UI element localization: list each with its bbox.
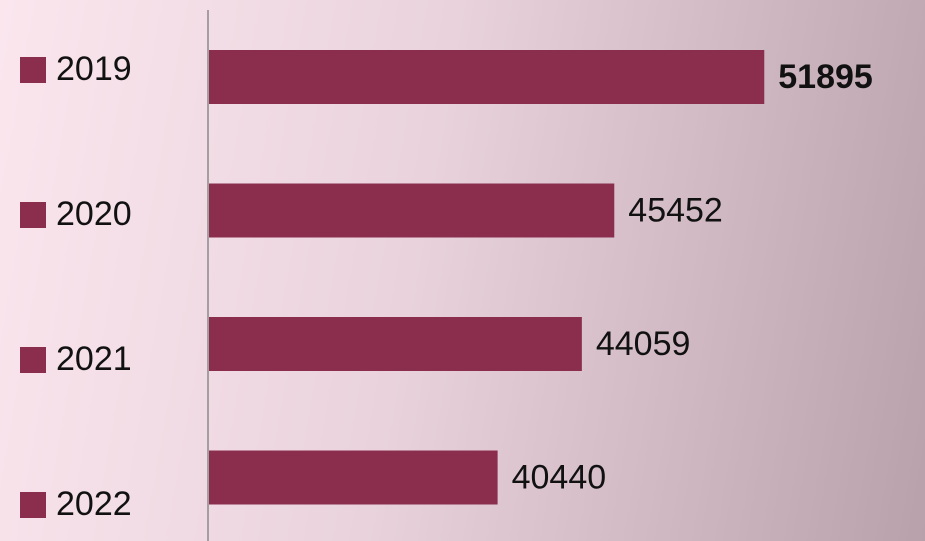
data-label: 45452	[628, 191, 723, 229]
data-label: 51895	[778, 58, 873, 96]
bar	[209, 450, 498, 505]
data-label: 44059	[596, 325, 691, 363]
category-label: 2021	[56, 340, 132, 378]
category-marker	[20, 347, 46, 373]
category-label: 2019	[56, 50, 132, 88]
bar	[209, 183, 615, 238]
category-label: 2022	[56, 485, 132, 523]
category-marker	[20, 202, 46, 228]
bar	[209, 317, 582, 371]
category-marker	[20, 492, 46, 518]
category-marker	[20, 57, 46, 83]
data-label: 40440	[512, 458, 607, 496]
bar	[209, 50, 765, 104]
category-label: 2020	[56, 195, 132, 233]
